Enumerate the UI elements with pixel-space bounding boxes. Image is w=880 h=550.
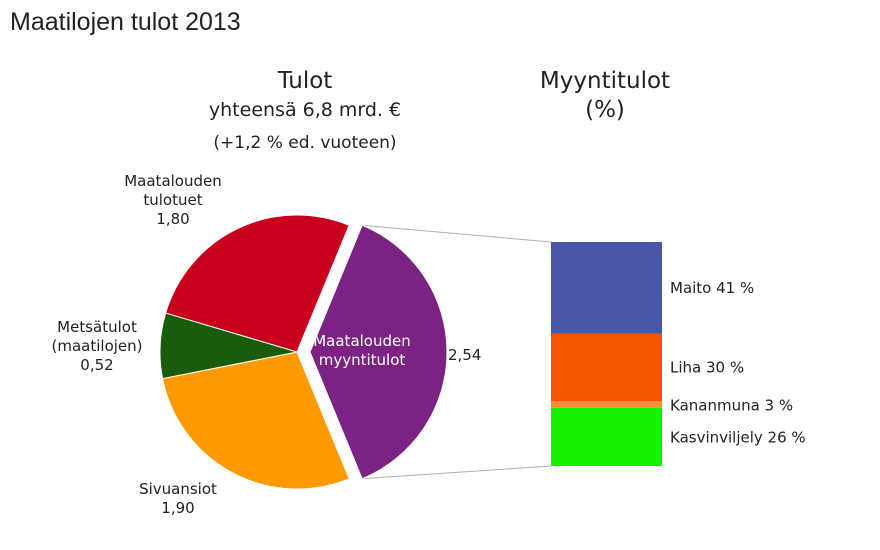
pie-slice-mets-tulot-maatilojen: [159, 312, 298, 380]
bar-titles: Myyntitulot (%): [540, 68, 670, 123]
pie-slice-label: Metsätulot (maatilojen) 0,52: [52, 318, 143, 374]
bar-segment-label: Kasvinviljely 26 %: [670, 428, 806, 446]
bar-title-line-1: Myyntitulot: [540, 68, 670, 94]
bar-segment-label: Liha 30 %: [670, 358, 744, 376]
bar-segment-kasvinviljely: [551, 407, 662, 466]
bar-segment-maito: [551, 242, 662, 334]
pie-slice-label: Maatalouden tulotuet 1,80: [124, 172, 222, 228]
bar-segment-label: Maito 41 %: [670, 279, 754, 297]
bar-segment-label: Kananmuna 3 %: [670, 396, 793, 414]
connector-line-bottom: [362, 465, 552, 480]
pie-note: (+1,2 % ed. vuoteen): [213, 133, 396, 153]
pie-titles: Tulot yhteensä 6,8 mrd. € (+1,2 % ed. vu…: [209, 68, 401, 153]
stacked-bar-labels: Maito 41 % Liha 30 % Kananmuna 3 % Kasvinvi…: [670, 279, 806, 447]
chart-main-title: Maatilojen tulot 2013: [10, 8, 241, 36]
pie-chart: [159, 214, 448, 490]
pie-slice-label: Maatalouden myyntitulot: [313, 332, 411, 369]
pie-slice-maatalouden-myyntitulot: [309, 224, 448, 480]
connector-line-top: [362, 224, 552, 243]
bar-segment-kananmuna: [551, 401, 662, 408]
connector-lines: [362, 224, 552, 480]
bar-title-line-2: (%): [585, 97, 625, 123]
pie-labels: Maatalouden tulotuet 1,80 Maatalouden myynti…: [52, 172, 482, 517]
pie-slice-value-label: 2,54: [448, 346, 481, 364]
pie-title: Tulot: [277, 68, 333, 94]
pie-slice-label: Sivuansiot 1,90: [139, 480, 217, 517]
bar-segment-liha: [551, 333, 662, 402]
pie-slice-maatalouden-tulotuet: [165, 214, 350, 353]
pie-subtitle: yhteensä 6,8 mrd. €: [209, 99, 401, 121]
stacked-bar: [551, 242, 662, 466]
pie-slice-sivuansiot: [162, 351, 350, 490]
